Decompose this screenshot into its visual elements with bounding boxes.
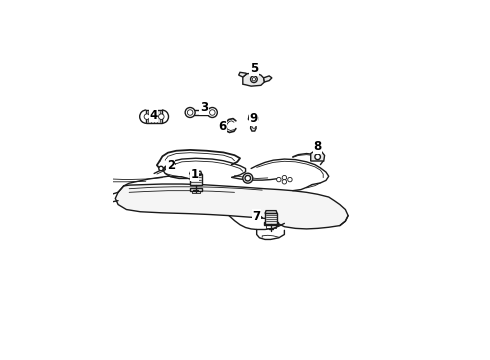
Text: 7: 7 [253, 210, 261, 223]
Polygon shape [265, 213, 277, 225]
Text: 3: 3 [200, 101, 208, 114]
Circle shape [252, 125, 256, 128]
Circle shape [282, 180, 287, 184]
Polygon shape [115, 184, 348, 229]
Polygon shape [311, 151, 324, 161]
Text: 6: 6 [218, 120, 226, 134]
Polygon shape [265, 222, 278, 225]
Text: 4: 4 [149, 109, 158, 122]
Polygon shape [264, 76, 272, 82]
Circle shape [282, 175, 287, 180]
Circle shape [144, 114, 149, 120]
Circle shape [288, 177, 292, 182]
Polygon shape [250, 121, 256, 131]
Circle shape [252, 77, 256, 81]
Polygon shape [190, 110, 212, 115]
Circle shape [250, 76, 257, 82]
Circle shape [277, 177, 281, 182]
Polygon shape [190, 188, 202, 191]
Polygon shape [239, 72, 247, 77]
Circle shape [243, 173, 253, 183]
Text: 2: 2 [167, 159, 175, 172]
Circle shape [159, 166, 163, 171]
Text: 9: 9 [249, 112, 257, 125]
Circle shape [159, 114, 164, 120]
Circle shape [185, 108, 195, 117]
Polygon shape [248, 114, 258, 121]
Text: 5: 5 [250, 62, 258, 75]
Polygon shape [265, 211, 277, 213]
Circle shape [210, 110, 215, 115]
Circle shape [187, 110, 193, 115]
Text: 1: 1 [190, 167, 198, 180]
Polygon shape [147, 110, 162, 123]
Polygon shape [243, 73, 265, 86]
Polygon shape [190, 174, 202, 185]
Circle shape [245, 175, 250, 181]
Text: 8: 8 [314, 140, 322, 153]
Circle shape [315, 154, 320, 159]
Circle shape [207, 108, 217, 117]
Polygon shape [190, 171, 202, 174]
